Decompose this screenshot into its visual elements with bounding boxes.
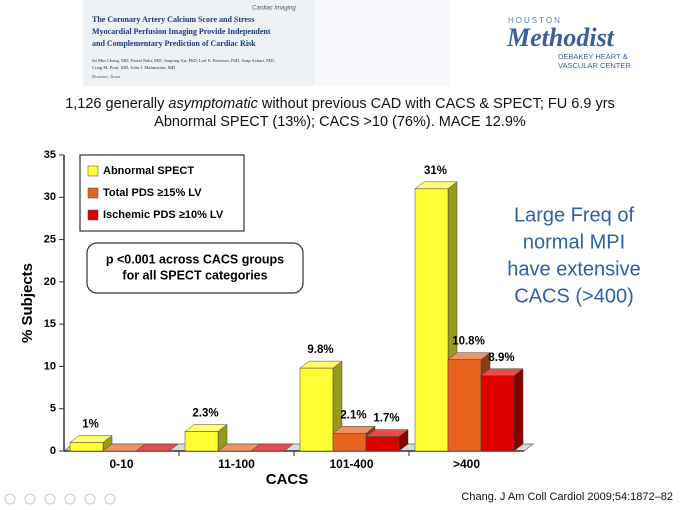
note-line: CACS (>400)	[514, 285, 634, 307]
citation: Chang. J Am Coll Cardiol 2009;54:1872–82	[461, 491, 673, 503]
bar-top	[250, 443, 294, 452]
y-tick-label: 20	[44, 276, 56, 288]
legend-swatch	[87, 209, 99, 221]
note: Large Freq of normal MPI have extensive …	[507, 204, 640, 307]
note-line: Large Freq of	[514, 204, 635, 226]
annotation: p <0.001 across CACS groups	[106, 252, 284, 266]
y-tick-label: 10	[44, 360, 56, 372]
x-tick-label: >400	[453, 457, 480, 471]
bar-top	[135, 443, 179, 452]
paper-section: Cardiac Imaging	[252, 6, 296, 12]
y-tick-label: 25	[44, 233, 56, 245]
y-tick-label: 0	[50, 445, 56, 457]
value-label: 1.7%	[373, 413, 399, 425]
bar	[414, 188, 449, 452]
paper-authors: Su Min Chang, MD, Faisal Nabi, MD, Jiaqi…	[92, 58, 275, 64]
bar	[69, 442, 104, 452]
paper-title: The Coronary Artery Calcium Score and St…	[92, 15, 254, 24]
x-tick-label: 0-10	[109, 457, 133, 471]
logo-line: DEBAKEY HEART &	[558, 52, 628, 61]
legend-label: Total PDS ≥15% LV	[103, 187, 202, 199]
value-label: 31%	[424, 165, 447, 177]
value-label: 2.3%	[192, 408, 218, 420]
header-band	[315, 0, 450, 86]
summary-line: 1,126 generally asymptomatic without pre…	[65, 96, 615, 112]
bar	[365, 436, 400, 452]
x-tick-label: 101-400	[329, 457, 373, 471]
legend-label: Ischemic PDS ≥10% LV	[103, 209, 224, 221]
note-line: have extensive	[507, 258, 640, 280]
summary-text: asymptomatic	[168, 96, 258, 112]
nav-icons	[4, 493, 116, 505]
legend-swatch	[87, 165, 99, 177]
bar	[332, 432, 367, 452]
paper-authors: Craig M. Pratt, MD, John J. Mahmarian, M…	[92, 65, 176, 71]
value-label: 1%	[82, 419, 99, 431]
logo-name: Methodist	[506, 23, 615, 52]
summary-line: Abnormal SPECT (13%); CACS >10 (76%). MA…	[154, 114, 526, 130]
paper-thumbnail	[83, 0, 315, 86]
summary-text: without previous CAD with CACS & SPECT; …	[258, 96, 615, 112]
annotation: for all SPECT categories	[122, 268, 267, 282]
y-tick-label: 5	[50, 403, 56, 415]
chart: 0 5 10 15 20 25 30 35 % Subjects CACS 0-10 11-100 10…	[19, 149, 535, 488]
value-label: 9.8%	[307, 344, 333, 356]
paper-title: Myocardial Perfusion Imaging Provide Ind…	[92, 27, 271, 36]
y-tick-label: 15	[44, 318, 56, 330]
bar	[447, 359, 482, 452]
value-label: 10.8%	[452, 336, 485, 348]
logo-top: HOUSTON	[508, 16, 562, 25]
y-tick-label: 35	[44, 149, 56, 161]
note-line: normal MPI	[523, 231, 625, 253]
summary-text: 1,126 generally	[65, 96, 168, 112]
logo-line: VASCULAR CENTER	[558, 61, 631, 70]
bar	[184, 431, 219, 452]
annotation-box	[86, 242, 304, 294]
y-tick-label: 30	[44, 191, 56, 203]
paper-title: and Complementary Prediction of Cardiac …	[92, 39, 256, 48]
value-label: 8.9%	[488, 352, 514, 364]
legend-swatch	[87, 187, 99, 199]
paper-location: Houston, Texas	[91, 74, 120, 80]
legend-box	[79, 154, 245, 232]
legend-label: Abnormal SPECT	[103, 165, 194, 177]
x-tick-label: 11-100	[218, 457, 255, 471]
y-axis-label: % Subjects	[19, 263, 36, 343]
bar	[480, 375, 515, 452]
bar	[299, 367, 334, 452]
value-label: 2.1%	[340, 409, 366, 421]
x-axis-label: CACS	[266, 471, 309, 488]
bar-side	[513, 368, 524, 452]
